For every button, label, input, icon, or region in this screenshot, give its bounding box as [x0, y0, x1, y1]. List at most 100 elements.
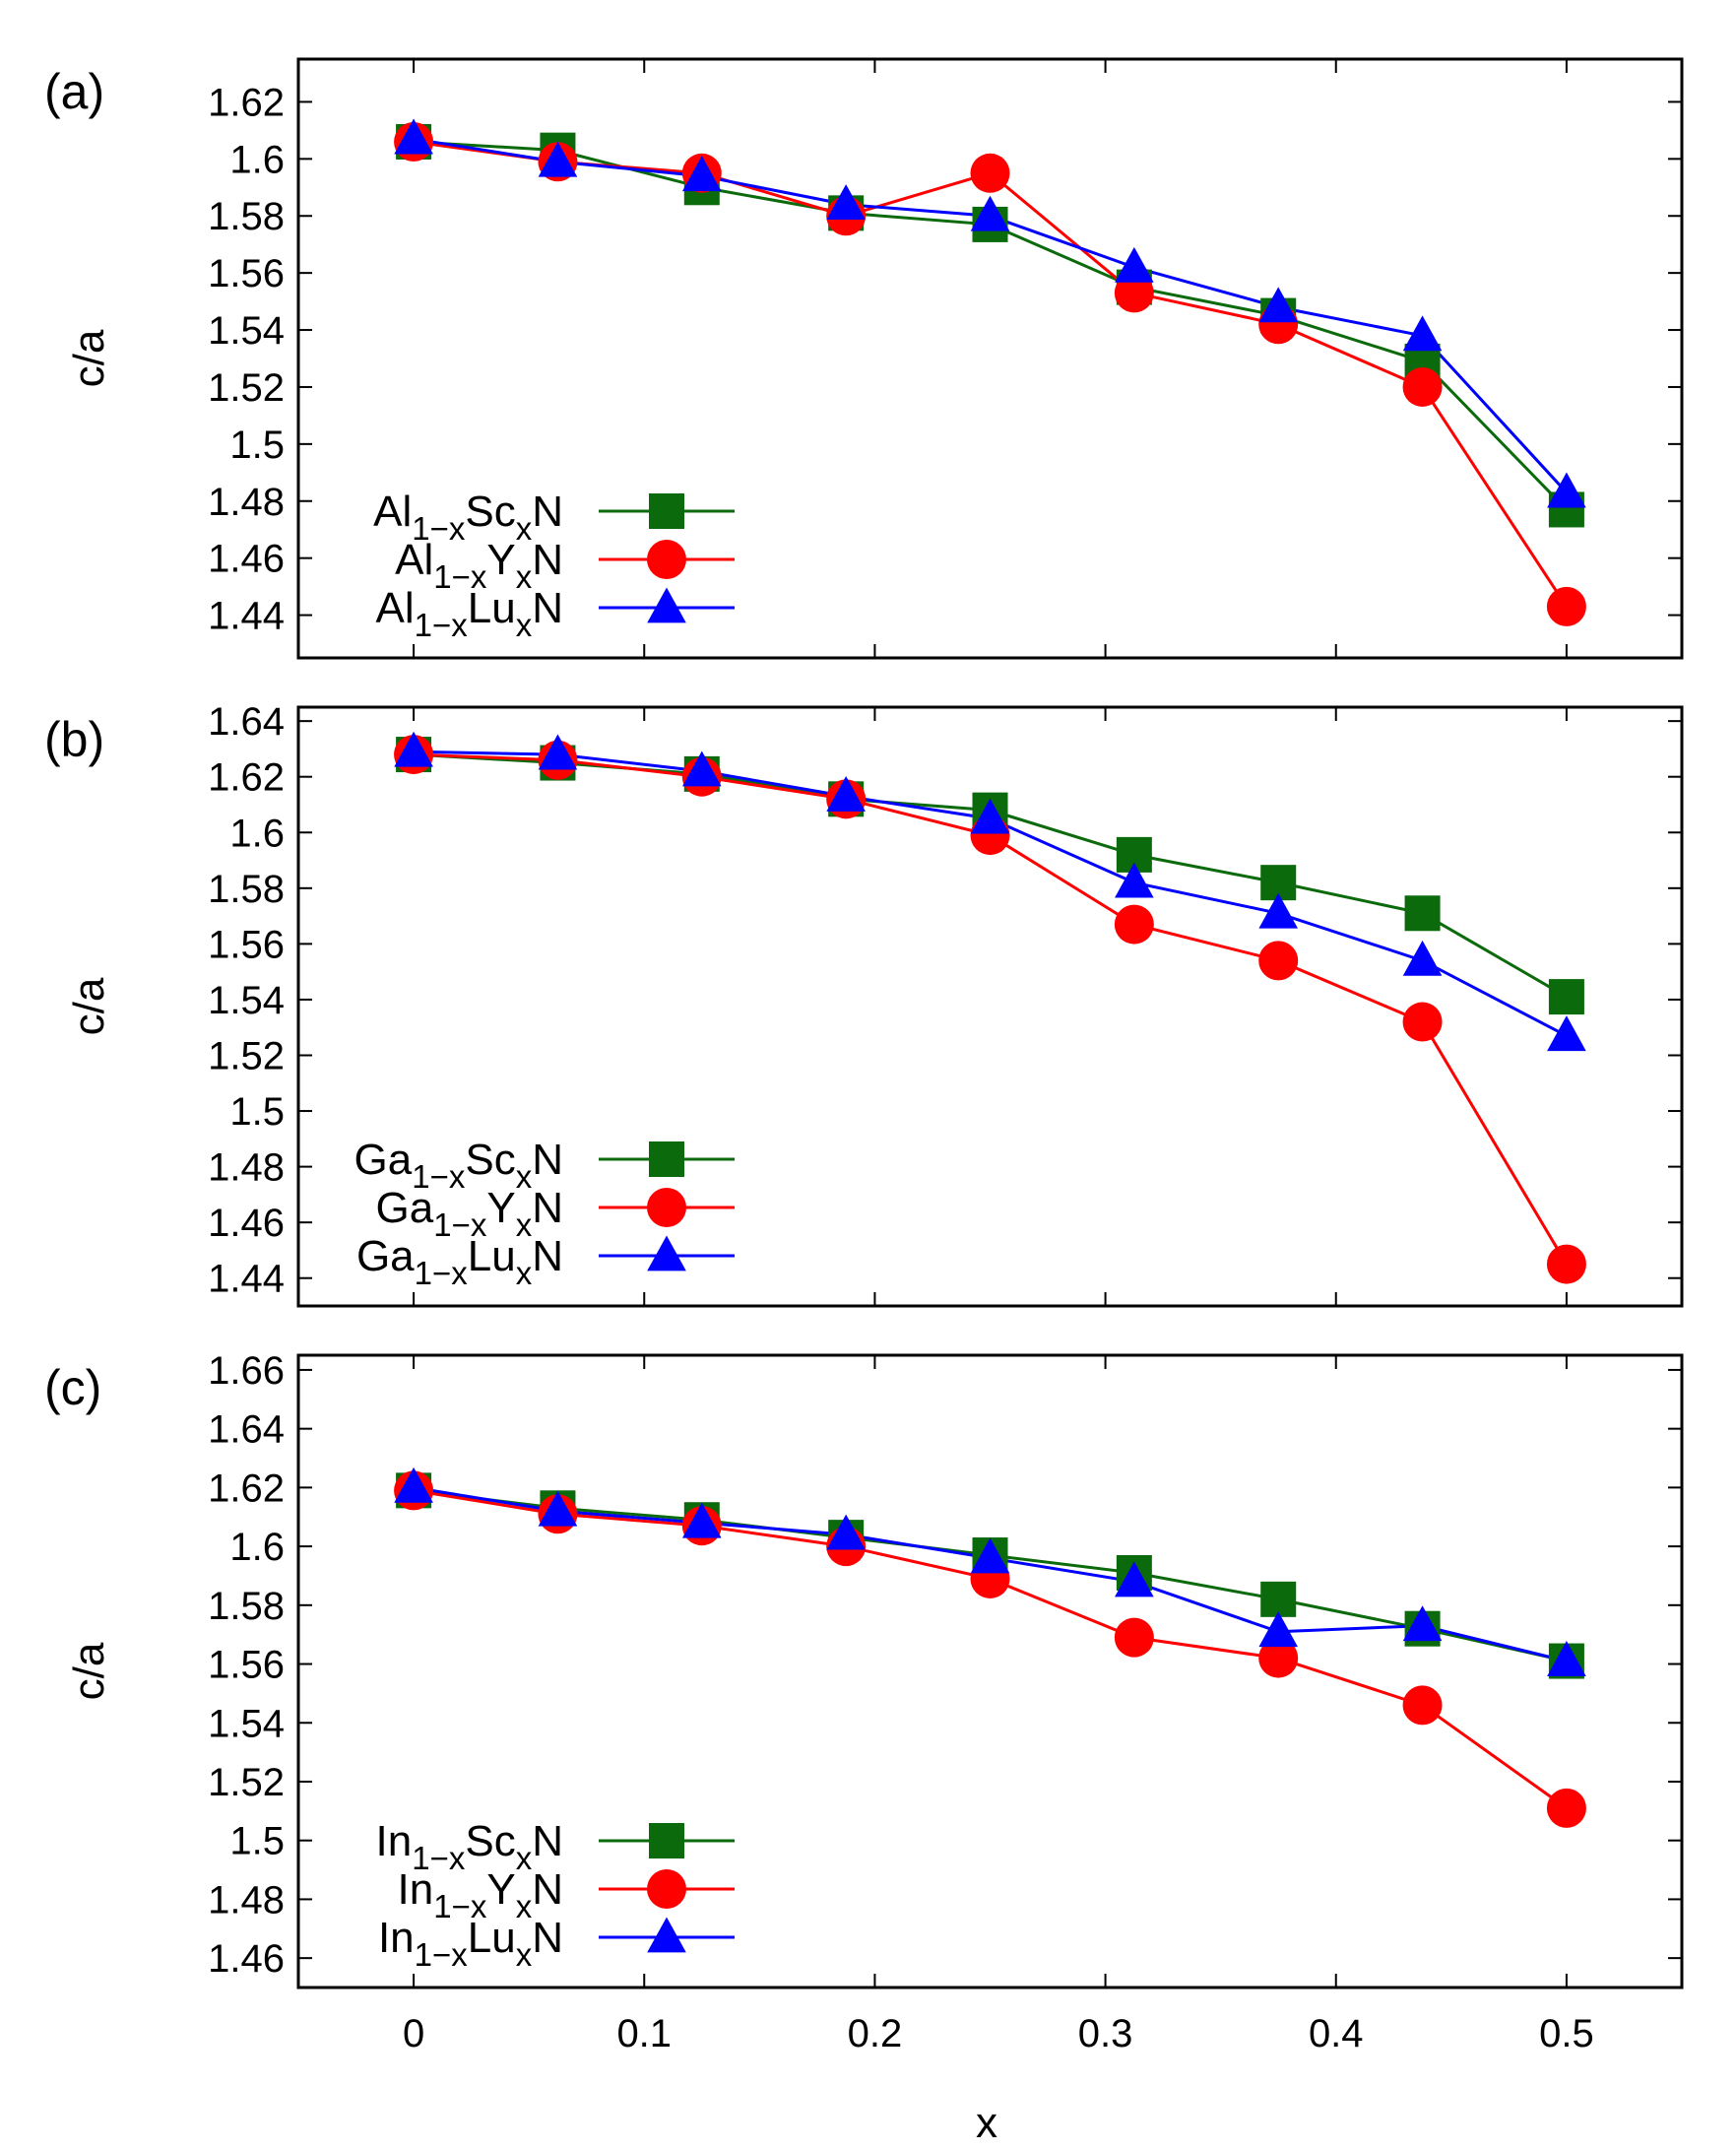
legend-text-part: Al [395, 536, 433, 584]
data-point [1258, 941, 1299, 981]
legend-text-part: Al [376, 584, 415, 632]
legend-text-part: x [516, 607, 533, 643]
legend-marker [649, 1141, 684, 1177]
data-point [681, 750, 722, 787]
y-tick-label: 1.46 [208, 1202, 285, 1245]
legend-marker [647, 540, 686, 579]
data-point [1114, 273, 1154, 313]
data-point [394, 118, 433, 155]
legend-text-part: Ga [376, 1184, 434, 1232]
data-point [1547, 472, 1586, 508]
data-point [1402, 315, 1443, 352]
legend-entry: Al1−xLuxN [376, 584, 563, 643]
y-tick-label: 1.5 [229, 1820, 285, 1863]
legend-entry: In1−xYxN [398, 1865, 563, 1924]
legend-text-part: x [516, 1255, 533, 1291]
legend-text-part: N [532, 1817, 563, 1865]
y-tick-label: 1.58 [208, 868, 285, 911]
legend-marker [649, 1823, 684, 1858]
data-point [1547, 1641, 1586, 1676]
legend-text-part: N [532, 1232, 563, 1280]
plot-frame [296, 57, 1684, 660]
y-axis-label: c/a [65, 977, 113, 1035]
legend-entry: Ga1−xScxN [354, 1136, 563, 1195]
data-point [1115, 862, 1154, 898]
legend-marker [647, 1917, 686, 1953]
data-point [970, 798, 1010, 834]
legend-text-part: x [516, 510, 533, 547]
y-tick-label: 1.62 [208, 1467, 285, 1510]
x-axis-label: x [976, 2099, 997, 2147]
data-point [1258, 1611, 1299, 1648]
data-point [970, 1537, 1010, 1574]
y-tick-label: 1.58 [208, 195, 285, 238]
y-tick-label: 1.52 [208, 1034, 285, 1077]
legend-entry: In1−xScxN [376, 1817, 563, 1876]
data-point [538, 734, 578, 770]
legend-text-part: 1−x [415, 1255, 469, 1291]
x-tick-label: 0.2 [848, 2012, 903, 2055]
x-tick-label: 0.5 [1539, 2012, 1594, 2055]
data-point [1258, 1638, 1299, 1678]
y-tick-label: 1.48 [208, 1146, 285, 1190]
data-point [681, 156, 722, 192]
data-point [1260, 1581, 1297, 1617]
panel-label: (b) [44, 712, 104, 767]
y-tick-label: 1.58 [208, 1585, 285, 1628]
legend-text-part: Sc [465, 1136, 515, 1184]
legend-text-part: 1−x [433, 1888, 487, 1924]
chart-panel-b: 1.44 1.46 1.48 1.5 1.52 1.54 1.56 1.58 1.6 1.62 1.… [44, 700, 1684, 1308]
data-point [1114, 904, 1154, 945]
data-point [1547, 1015, 1586, 1052]
legend-text-part: N [532, 1914, 563, 1962]
legend-text-part: Sc [465, 1817, 515, 1865]
data-point [1402, 366, 1443, 407]
data-point [1115, 246, 1154, 283]
y-tick-label: 1.6 [229, 812, 285, 855]
legend-text-part: x [516, 1158, 533, 1195]
y-tick-label: 1.54 [208, 309, 285, 353]
legend-text-part: Ga [354, 1136, 413, 1184]
legend-entry: Ga1−xYxN [376, 1184, 563, 1243]
data-point [826, 184, 866, 221]
legend-marker [647, 1188, 686, 1227]
data-point [826, 775, 866, 812]
y-tick-label: 1.56 [208, 1644, 285, 1687]
data-point [538, 1490, 578, 1527]
legend-text-part: Y [486, 1184, 515, 1232]
legend-text-part: N [532, 488, 563, 536]
plot-frame [296, 705, 1684, 1308]
legend-text-part: x [516, 1840, 533, 1876]
data-point [970, 153, 1010, 193]
x-tick-label: 0 [403, 2012, 424, 2055]
y-tick-label: 1.44 [208, 595, 285, 638]
data-point [1258, 892, 1299, 929]
y-tick-label: 1.6 [229, 1526, 285, 1569]
y-tick-label: 1.54 [208, 1702, 285, 1745]
legend-text-part: In [376, 1817, 413, 1865]
legend-text-part: 1−x [415, 607, 469, 643]
legend-text-part: 1−x [412, 1158, 466, 1195]
legend-text-part: 1−x [412, 1840, 466, 1876]
data-point [1402, 940, 1443, 976]
legend-text-part: 1−x [433, 558, 487, 595]
data-point [1402, 1605, 1443, 1642]
legend-text-part: Lu [468, 584, 516, 632]
y-tick-label: 1.56 [208, 252, 285, 295]
y-tick-label: 1.52 [208, 366, 285, 410]
legend-entry: Ga1−xLuxN [356, 1232, 563, 1291]
panel-label: (c) [44, 1360, 101, 1415]
y-tick-label: 1.64 [208, 1408, 285, 1452]
legend-text-part: x [516, 558, 533, 595]
y-tick-label: 1.64 [208, 700, 285, 744]
legend-text-part: 1−x [433, 1206, 487, 1243]
y-tick-label: 1.56 [208, 923, 285, 966]
y-tick-label: 1.54 [208, 979, 285, 1022]
legend-text-part: N [532, 536, 563, 584]
legend-marker [647, 1235, 686, 1271]
data-point [1402, 1002, 1443, 1042]
chart-panel-a: 1.44 1.46 1.48 1.5 1.52 1.54 1.56 1.58 1.6 1.62 c/… [44, 57, 1684, 660]
legend-text-part: Lu [468, 1232, 516, 1280]
legend-text-part: 1−x [412, 510, 466, 547]
